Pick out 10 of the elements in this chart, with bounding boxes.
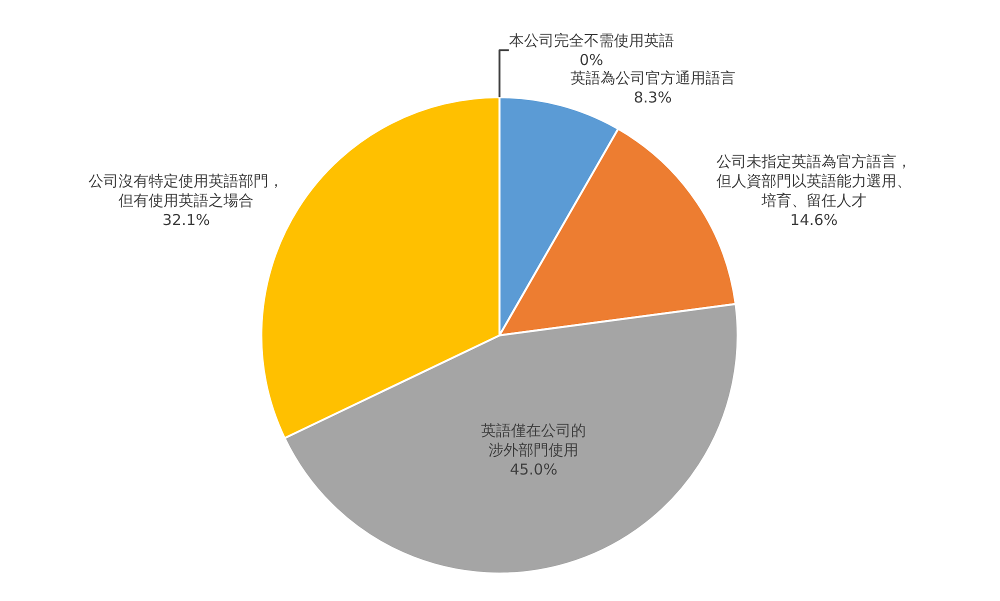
slice-label: 公司沒有特定使用英語部門，但有使用英語之場合 — [88, 172, 284, 210]
data-label: 14.6% — [790, 211, 838, 230]
category-label: 本公司完全不需使用英語 — [508, 31, 674, 50]
data-label: 8.3% — [634, 88, 672, 106]
slice-label: 公司未指定英語為官方語言，但人資部門以英語能力選用、培育、留任人才 — [716, 152, 912, 210]
slice-label: 英語為公司官方通用語言 — [570, 68, 736, 87]
data-label: 45.0% — [510, 460, 558, 479]
text: 0% — [579, 50, 604, 69]
data-label: 32.1% — [162, 210, 210, 229]
slice-label: 英語僅在公司的涉外部門使用 — [481, 422, 586, 460]
